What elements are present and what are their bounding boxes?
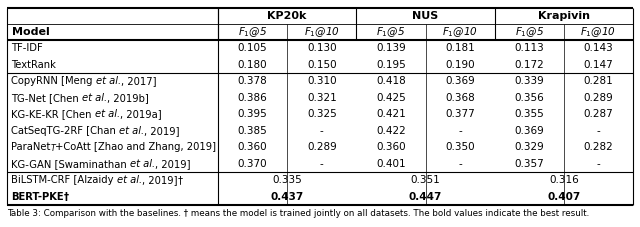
Text: 0.401: 0.401 (376, 159, 406, 169)
Text: 0.316: 0.316 (549, 175, 579, 185)
Text: et al.: et al. (95, 109, 120, 119)
Text: 0.425: 0.425 (376, 93, 406, 103)
Text: 0.351: 0.351 (411, 175, 440, 185)
Text: $F_1$@5: $F_1$@5 (238, 25, 268, 39)
Text: 0.447: 0.447 (409, 192, 442, 202)
Text: CatSeqTG-2RF [Chan: CatSeqTG-2RF [Chan (11, 126, 119, 136)
Text: 0.356: 0.356 (515, 93, 544, 103)
Text: 0.385: 0.385 (237, 126, 268, 136)
Text: -: - (458, 159, 462, 169)
Text: Table 3: Comparison with the baselines. † means the model is trained jointly on : Table 3: Comparison with the baselines. … (7, 209, 589, 218)
Text: -: - (320, 159, 324, 169)
Text: 0.368: 0.368 (445, 93, 475, 103)
Text: 0.386: 0.386 (237, 93, 268, 103)
Text: TF-IDF: TF-IDF (11, 43, 43, 53)
Text: , 2019]: , 2019] (155, 159, 191, 169)
Text: , 2017]: , 2017] (121, 76, 156, 86)
Text: 0.321: 0.321 (307, 93, 337, 103)
Text: †: † (63, 192, 68, 202)
Text: 0.369: 0.369 (515, 126, 544, 136)
Text: 0.355: 0.355 (515, 109, 544, 119)
Text: 0.418: 0.418 (376, 76, 406, 86)
Text: 0.437: 0.437 (271, 192, 304, 202)
Text: 0.378: 0.378 (237, 76, 268, 86)
Text: -: - (320, 126, 324, 136)
Text: KG-GAN [Swaminathan: KG-GAN [Swaminathan (11, 159, 130, 169)
Text: , 2019]: , 2019] (144, 126, 180, 136)
Text: +CoAtt [Zhao and Zhang, 2019]: +CoAtt [Zhao and Zhang, 2019] (55, 142, 216, 152)
Text: 0.130: 0.130 (307, 43, 337, 53)
Text: 0.357: 0.357 (515, 159, 544, 169)
Text: 0.113: 0.113 (515, 43, 544, 53)
Text: , 2019]: , 2019] (141, 175, 177, 185)
Text: $F_1$@10: $F_1$@10 (442, 25, 478, 39)
Text: , 2019b]: , 2019b] (107, 93, 148, 103)
Text: 0.377: 0.377 (445, 109, 475, 119)
Text: 0.339: 0.339 (515, 76, 544, 86)
Text: TextRank: TextRank (11, 60, 56, 70)
Text: 0.350: 0.350 (445, 142, 475, 152)
Text: 0.360: 0.360 (376, 142, 406, 152)
Text: $F_1$@5: $F_1$@5 (515, 25, 544, 39)
Text: et al.: et al. (119, 126, 144, 136)
Text: , 2019a]: , 2019a] (120, 109, 161, 119)
Text: $F_1$@10: $F_1$@10 (580, 25, 616, 39)
Text: 0.421: 0.421 (376, 109, 406, 119)
Text: 0.325: 0.325 (307, 109, 337, 119)
Text: 0.180: 0.180 (238, 60, 268, 70)
Text: BERT-PKE: BERT-PKE (11, 192, 63, 202)
Text: $F_1$@5: $F_1$@5 (376, 25, 406, 39)
Text: 0.329: 0.329 (515, 142, 544, 152)
Text: TG-Net [Chen: TG-Net [Chen (11, 93, 82, 103)
Text: 0.407: 0.407 (547, 192, 580, 202)
Text: $F_1$@10: $F_1$@10 (304, 25, 340, 39)
Text: et al.: et al. (82, 93, 107, 103)
Text: -: - (458, 126, 462, 136)
Text: 0.395: 0.395 (237, 109, 268, 119)
Text: et al.: et al. (130, 159, 155, 169)
Text: 0.181: 0.181 (445, 43, 475, 53)
Text: KG-KE-KR [Chen: KG-KE-KR [Chen (11, 109, 95, 119)
Text: -: - (596, 159, 600, 169)
Text: 0.172: 0.172 (515, 60, 544, 70)
Text: Model: Model (12, 27, 50, 37)
Text: 0.289: 0.289 (584, 93, 613, 103)
Text: Krapivin: Krapivin (538, 11, 590, 21)
Text: 0.335: 0.335 (272, 175, 302, 185)
Text: 0.422: 0.422 (376, 126, 406, 136)
Text: 0.139: 0.139 (376, 43, 406, 53)
Text: BiLSTM-CRF [Alzaidy: BiLSTM-CRF [Alzaidy (11, 175, 116, 185)
Text: et al.: et al. (95, 76, 121, 86)
Text: 0.310: 0.310 (307, 76, 337, 86)
Text: KP20k: KP20k (268, 11, 307, 21)
Text: 0.190: 0.190 (445, 60, 475, 70)
Text: 0.287: 0.287 (584, 109, 613, 119)
Text: 0.105: 0.105 (238, 43, 268, 53)
Text: -: - (596, 126, 600, 136)
Text: 0.370: 0.370 (238, 159, 268, 169)
Text: 0.147: 0.147 (584, 60, 613, 70)
Text: 0.150: 0.150 (307, 60, 337, 70)
Text: T: T (51, 144, 55, 153)
Text: 0.143: 0.143 (584, 43, 613, 53)
Text: 0.281: 0.281 (584, 76, 613, 86)
Text: 0.360: 0.360 (238, 142, 268, 152)
Text: †: † (177, 175, 182, 185)
Text: CopyRNN [Meng: CopyRNN [Meng (11, 76, 95, 86)
Text: 0.195: 0.195 (376, 60, 406, 70)
Text: NUS: NUS (412, 11, 438, 21)
Text: 0.289: 0.289 (307, 142, 337, 152)
Text: ParaNet: ParaNet (11, 142, 51, 152)
Text: et al.: et al. (116, 175, 141, 185)
Text: 0.282: 0.282 (584, 142, 613, 152)
Text: 0.369: 0.369 (445, 76, 475, 86)
